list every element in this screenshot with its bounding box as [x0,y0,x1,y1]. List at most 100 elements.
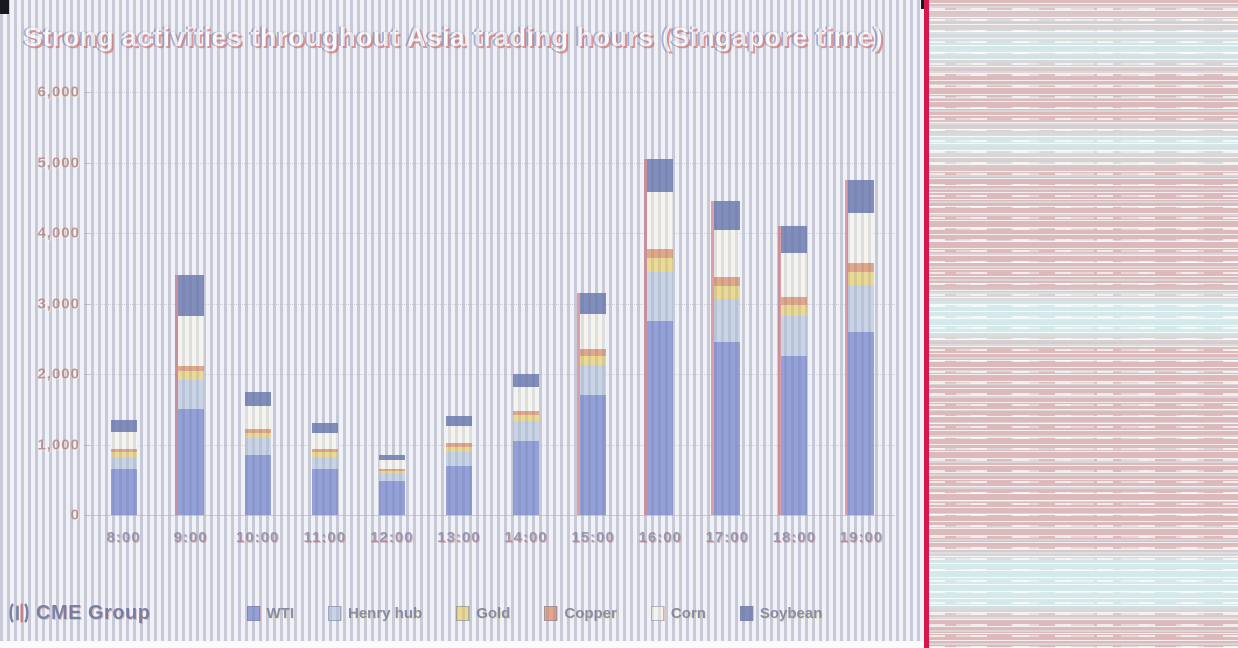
stacked-bar-900 [177,275,204,515]
segment-wti [177,409,204,515]
brand-name: CME Group [36,601,151,624]
legend-label: Soybean [759,604,823,622]
legend-label: Corn [670,604,706,622]
segment-wti [378,481,405,515]
segment-corn [781,253,808,298]
stacked-bar-1900 [848,180,875,515]
segment-gold [445,446,472,452]
x-tick-label: 11:00 [303,529,347,546]
brand: CME Group [8,602,151,625]
segment-copper [647,248,674,258]
legend-swatch [739,605,753,621]
legend-swatch [650,605,664,621]
gridline [90,374,895,375]
bottom-strip [0,641,924,648]
stacked-bar-1100 [311,423,338,515]
segment-henry-hub [513,421,540,441]
segment-wti [848,331,875,515]
panel-divider [924,0,929,648]
y-tick-label: 2,000 [37,365,80,383]
chart-panel: Strong activities throughout Asia tradin… [0,0,924,648]
x-tick-label: 10:00 [236,529,280,546]
y-tick [84,444,90,446]
legend-item-corn: Corn [650,604,706,622]
gridline [90,233,895,234]
x-tick-label: 16:00 [638,529,682,546]
legend-swatch [328,605,341,621]
segment-corn [647,192,674,249]
segment-copper [580,349,607,356]
segment-corn [311,433,338,450]
segment-copper [513,410,540,415]
segment-soybean [445,416,472,427]
segment-copper [848,263,875,272]
segment-copper [781,297,808,305]
y-tick [84,92,90,93]
segment-gold [781,304,808,317]
segment-soybean [110,419,137,432]
segment-wti [244,455,271,515]
x-tick-label: 15:00 [571,529,615,546]
y-tick-label: 1,000 [37,436,80,453]
segment-copper [110,449,137,453]
stacked-bar-1300 [445,416,472,515]
x-tick-label: 12:00 [370,529,414,546]
legend-label: Gold [476,604,511,622]
segment-soybean [513,374,540,388]
y-tick [84,233,90,234]
corrupted-noise-panel [929,0,1238,648]
segment-gold [110,452,137,457]
legend-label: Henry hub [348,604,423,622]
segment-gold [513,414,540,422]
segment-gold [580,355,607,365]
segment-henry-hub [110,456,137,470]
legend-item-soybean: Soybean [739,604,823,622]
y-tick-label: 6,000 [37,83,80,101]
segment-corn [445,426,472,444]
y-tick [84,303,90,305]
segment-henry-hub [311,456,338,470]
segment-henry-hub [781,316,808,357]
y-tick [84,162,90,164]
legend-item-gold: Gold [456,605,510,622]
segment-corn [378,460,405,469]
x-tick-label: 8:00 [106,529,141,546]
segment-corn [848,212,875,264]
x-tick-label: 19:00 [839,529,884,546]
legend-swatch [456,605,470,621]
legend-items: WTI Henry hub Gold Copper Corn Soybean [246,604,823,622]
y-tick-label: 5,000 [37,154,80,171]
stacked-bar-1500 [580,292,607,515]
segment-copper [445,443,472,447]
legend-item-copper: Copper [544,605,617,622]
y-tick-label: 4,000 [37,224,80,242]
segment-wti [513,440,540,515]
gridline [90,92,895,93]
segment-corn [244,406,271,430]
segment-wti [445,465,472,515]
legend-item-henry-hub: Henry hub [328,605,422,622]
segment-corn [714,229,741,278]
segment-gold [244,432,271,439]
stacked-bar-1600 [647,159,674,515]
segment-henry-hub [848,285,875,332]
legend-label: Copper [564,604,617,622]
x-axis-line [90,515,895,516]
stacked-bar-1400 [513,374,540,515]
segment-gold [647,257,674,272]
y-tick [84,515,90,516]
x-tick-label: 17:00 [705,529,749,546]
segment-corn [513,387,540,411]
segment-gold [714,285,741,299]
segment-soybean [714,201,741,230]
segment-soybean [848,180,875,213]
segment-gold [378,470,405,474]
legend-swatch [246,605,260,621]
segment-soybean [177,275,204,317]
y-tick [84,374,90,375]
stacked-bar-1800 [781,226,808,515]
legend: CME Group WTI Henry hub Gold Copper Corn Soyb… [8,598,913,628]
y-tick-label: 0 [70,506,80,524]
gridline [90,162,895,164]
